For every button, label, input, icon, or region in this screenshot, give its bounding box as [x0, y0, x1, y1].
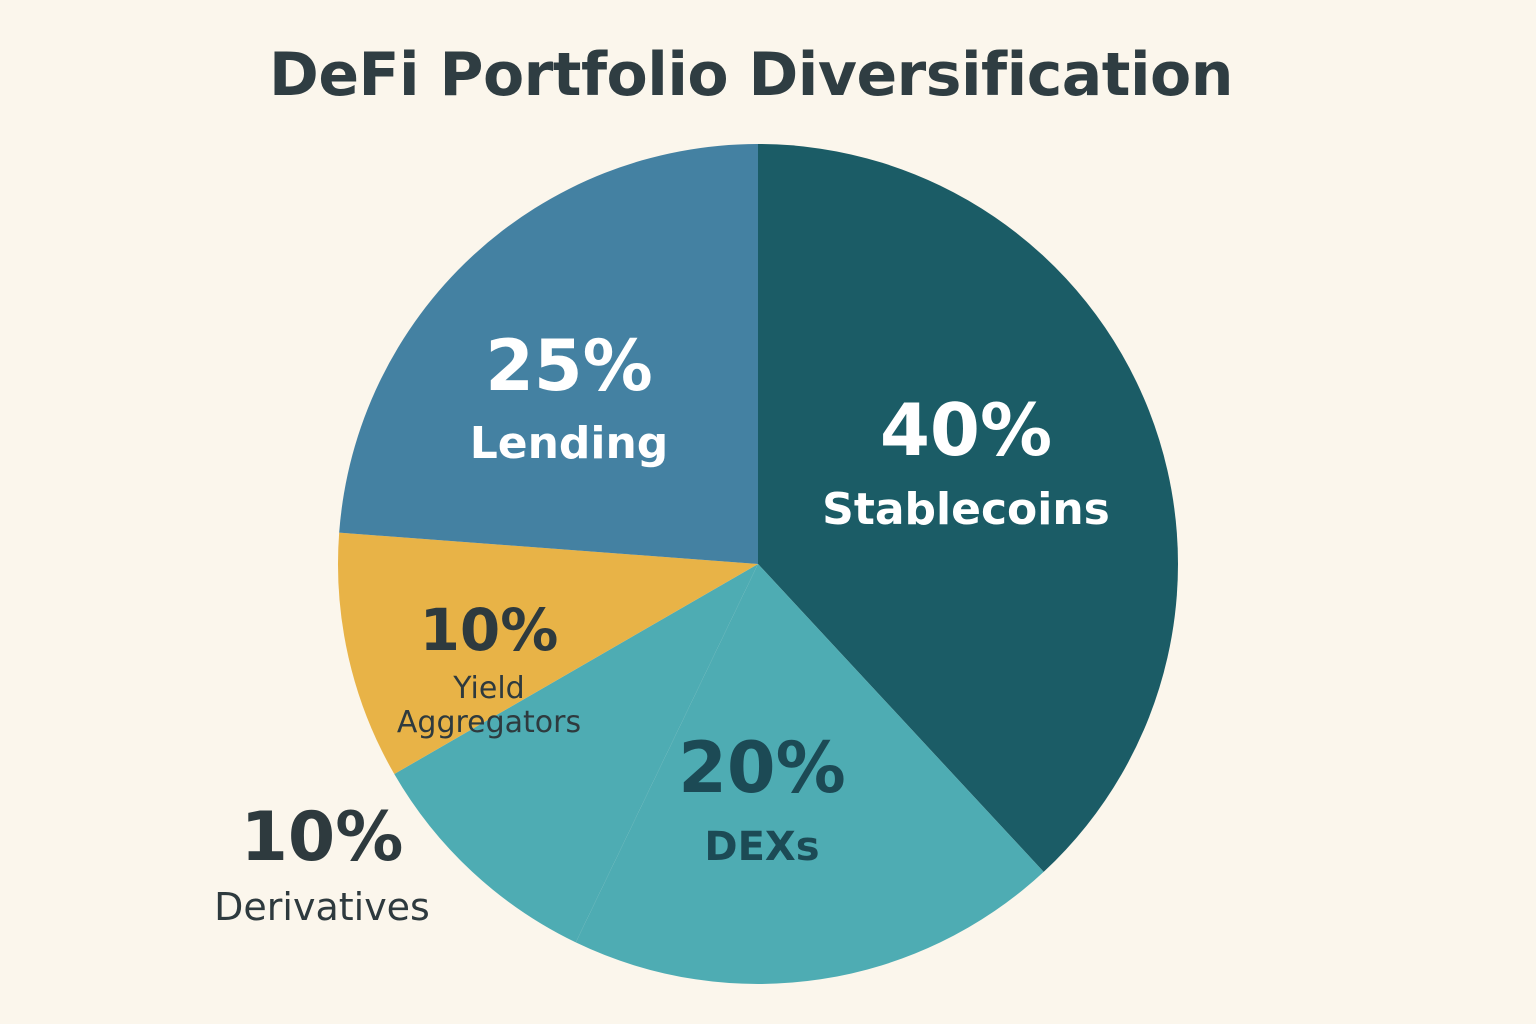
- slice-percent-derivatives: 10%: [241, 798, 404, 877]
- slice-label-yield-aggregators: Yield: [452, 671, 524, 706]
- pie-slice-dexs: [575, 564, 1044, 985]
- slice-label-lending: Lending: [470, 418, 669, 469]
- slice-label-derivatives: Derivatives: [214, 885, 430, 929]
- chart-title: DeFi Portfolio Diversification: [269, 40, 1233, 110]
- slice-label-yield-aggregators: Aggregators: [397, 705, 581, 740]
- pie-slice-lending: [339, 144, 758, 564]
- pie-slice-stablecoins: [758, 144, 1178, 872]
- slice-percent-stablecoins: 40%: [880, 388, 1052, 472]
- slice-percent-yield-aggregators: 10%: [420, 596, 559, 664]
- pie-slices: [337, 144, 1178, 985]
- pie-slice-derivatives: [394, 564, 758, 943]
- pie-slice-yield-aggregators: [337, 532, 758, 774]
- slice-label-stablecoins: Stablecoins: [822, 484, 1110, 535]
- pie-labels: 40% Stablecoins 20% DEXs 10% Derivatives 10% Yi…: [214, 325, 1110, 929]
- slice-label-dexs: DEXs: [704, 824, 819, 870]
- slice-percent-dexs: 20%: [678, 727, 846, 809]
- slice-percent-lending: 25%: [485, 325, 653, 407]
